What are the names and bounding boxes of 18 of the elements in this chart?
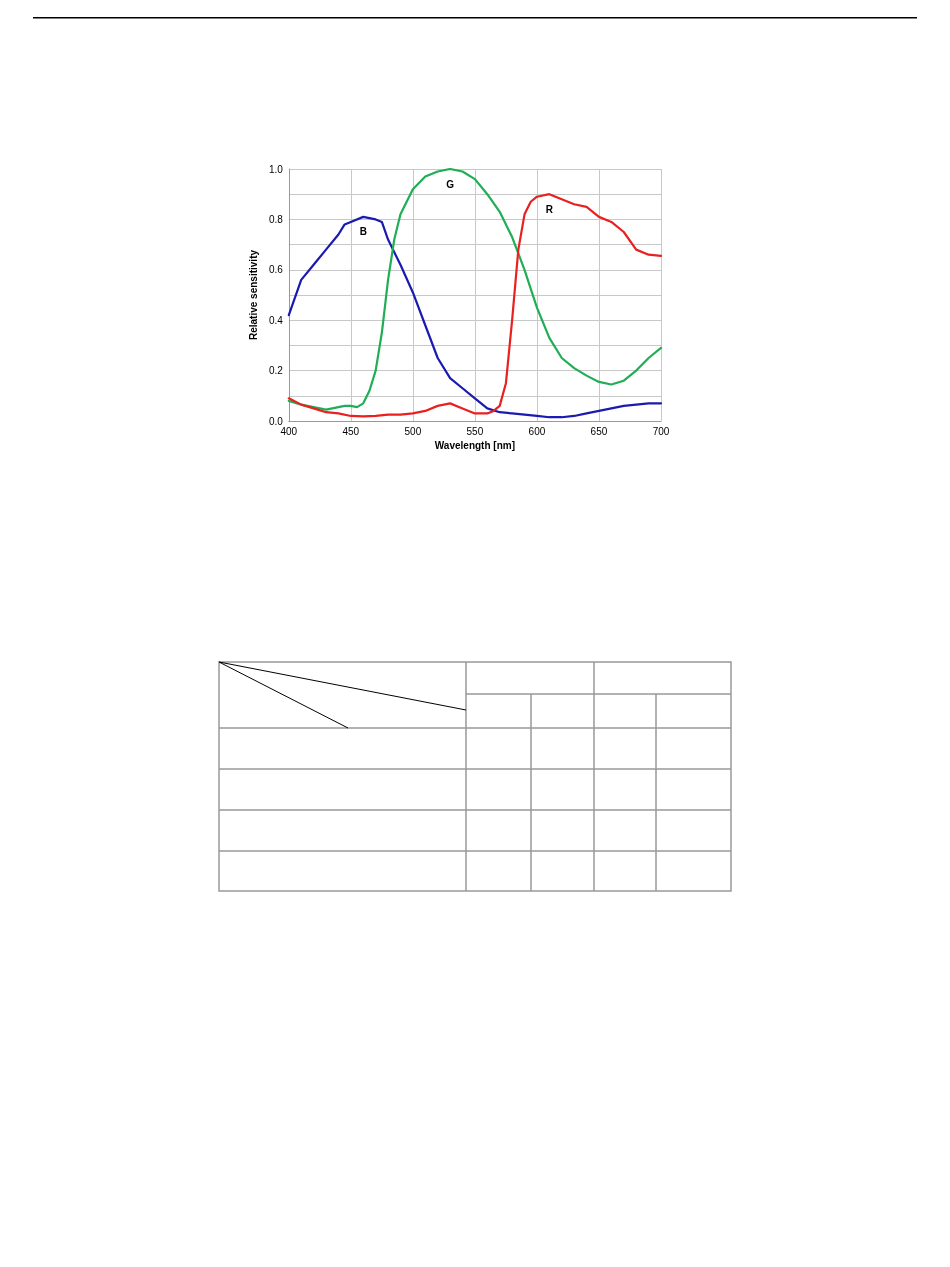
y-axis-title: Relative sensitivity [247,249,259,341]
series-label: G [446,178,455,190]
x-tick-label: 650 [590,425,608,437]
y-tick-label: 0.2 [268,365,284,377]
y-tick-label: 0.0 [268,415,284,427]
x-tick-label: 600 [528,425,546,437]
series-label: R [545,203,554,215]
y-tick-label: 0.8 [268,213,284,225]
x-axis-title: Wavelength [nm] [434,440,515,452]
x-tick-label: 500 [404,425,422,437]
y-tick-label: 1.0 [268,163,284,175]
y-tick-label: 0.6 [268,264,284,276]
x-tick-label: 700 [652,425,670,437]
x-tick-label: 400 [280,425,298,437]
x-tick-label: 550 [466,425,484,437]
series-label: B [359,226,367,238]
x-tick-label: 450 [342,425,360,437]
y-tick-label: 0.4 [268,314,284,326]
